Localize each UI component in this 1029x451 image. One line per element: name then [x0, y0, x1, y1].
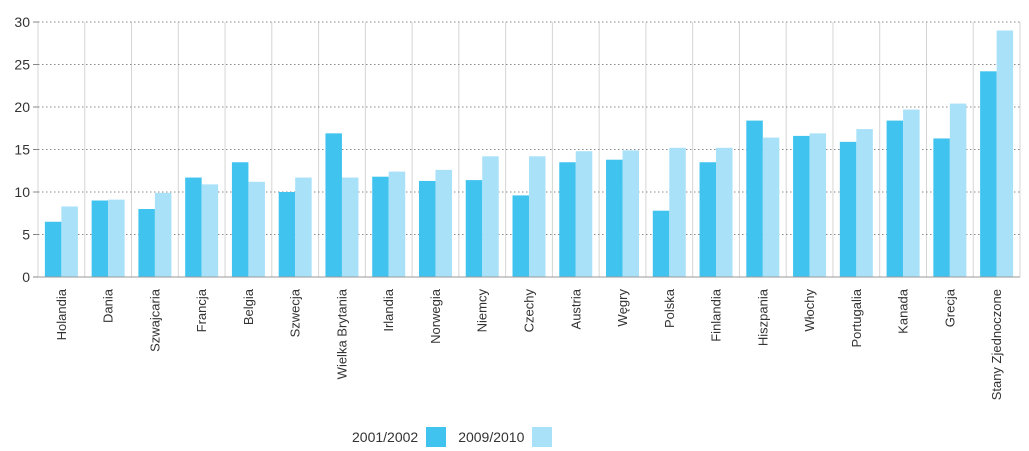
bar — [652, 210, 670, 277]
bar — [949, 103, 967, 277]
bar — [856, 129, 873, 277]
category-label: Włochy — [802, 289, 817, 332]
grid-lines — [37, 21, 1021, 277]
bar — [575, 151, 593, 277]
bar — [809, 133, 827, 277]
bar — [793, 135, 810, 277]
y-tick-label: 0 — [22, 269, 30, 285]
bar — [341, 177, 359, 277]
y-tick-label: 30 — [14, 14, 30, 30]
category-label: Niemcy — [475, 289, 490, 333]
bar — [325, 133, 342, 277]
category-label: Stany Zjednoczone — [989, 289, 1004, 400]
category-label: Finlandia — [709, 288, 724, 342]
bar — [44, 221, 62, 277]
bar — [138, 209, 155, 277]
category-label: Grecja — [942, 288, 957, 327]
bar — [669, 147, 686, 277]
category-label: Portugalia — [849, 288, 864, 347]
bar — [622, 150, 640, 277]
y-tick-label: 15 — [14, 142, 30, 158]
category-label: Hiszpania — [755, 288, 770, 346]
bar — [839, 141, 857, 277]
category-label: Szwecja — [288, 288, 303, 337]
category-label: Dania — [101, 288, 116, 323]
bars — [44, 30, 1014, 277]
category-label: Szwajcaria — [147, 288, 162, 352]
legend-swatch-series-2 — [532, 427, 553, 447]
bar — [512, 195, 529, 277]
bar — [61, 206, 78, 277]
legend: 2001/2002 2009/2010 — [352, 426, 564, 448]
category-label: Węgry — [615, 289, 630, 327]
category-label: Belgia — [241, 288, 256, 325]
bar — [435, 169, 452, 277]
y-tick-label: 10 — [14, 184, 30, 200]
legend-swatch-series-1 — [426, 427, 447, 447]
legend-label-series-2: 2009/2010 — [458, 429, 525, 445]
category-label: Holandia — [54, 288, 69, 340]
bar — [154, 192, 172, 277]
y-tick-label: 25 — [14, 57, 30, 73]
category-label: Norwegia — [428, 288, 443, 344]
bar — [886, 120, 904, 277]
bar — [295, 177, 312, 277]
bar — [418, 180, 436, 277]
bar — [903, 109, 920, 277]
bar — [716, 147, 733, 277]
bar — [201, 184, 219, 277]
bar — [606, 159, 623, 277]
y-tick-label: 20 — [14, 99, 30, 115]
bar — [185, 177, 202, 277]
bar — [559, 162, 576, 277]
bar — [762, 137, 780, 277]
bar — [372, 176, 389, 277]
legend-label-series-1: 2001/2002 — [352, 429, 419, 445]
bar — [108, 199, 125, 277]
category-label: Czechy — [522, 289, 537, 333]
x-axis: Holandia Dania Szwajcaria Francja Belgia Szwe… — [38, 276, 1020, 400]
category-label: Polska — [662, 288, 677, 328]
bar — [746, 120, 763, 277]
category-label: Kanada — [896, 288, 911, 334]
y-tick-label: 5 — [22, 227, 30, 243]
bar — [933, 138, 950, 277]
y-axis: 0 5 10 15 20 25 30 — [14, 14, 38, 285]
category-label: Wielka Brytania — [334, 288, 349, 379]
bar — [699, 162, 717, 277]
bar — [231, 162, 249, 277]
bar — [248, 181, 265, 277]
bar — [482, 156, 499, 277]
bar — [529, 156, 546, 277]
category-label: Irlandia — [381, 288, 396, 331]
bar — [91, 200, 109, 277]
bar — [278, 192, 296, 277]
bar — [465, 180, 483, 277]
category-label: Austria — [568, 288, 583, 329]
bar — [388, 171, 406, 277]
bar — [980, 71, 997, 277]
bar — [996, 30, 1014, 277]
category-label: Francja — [194, 288, 209, 332]
